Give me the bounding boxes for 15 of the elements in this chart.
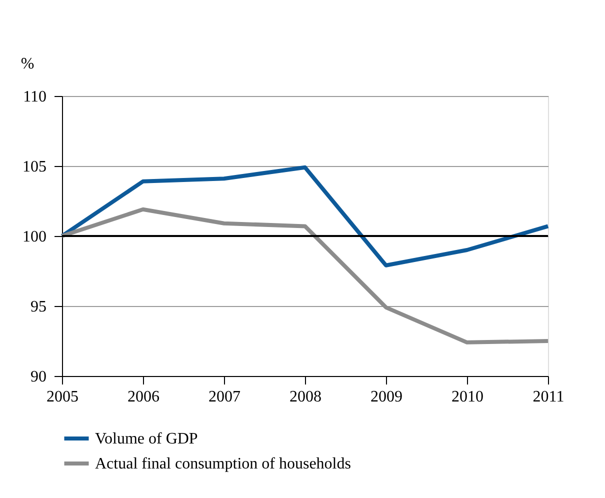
y-tick-label: 90 — [30, 368, 46, 386]
x-tick-label: 2006 — [128, 388, 160, 406]
x-tick-label: 2005 — [46, 388, 78, 406]
y-axis-title: % — [20, 56, 34, 72]
x-tick-label: 2008 — [290, 388, 322, 406]
legend-label: Volume of GDP — [95, 430, 198, 448]
x-tick-label: 2009 — [370, 388, 402, 406]
x-tick-label: 2010 — [452, 388, 484, 406]
y-tick-label: 110 — [23, 88, 46, 106]
legend-label: Actual final consumption of households — [95, 456, 351, 472]
y-tick-label: 105 — [22, 158, 46, 176]
y-tick-label: 95 — [30, 298, 46, 316]
x-tick-label: 2007 — [208, 388, 240, 406]
y-tick-label: 100 — [22, 228, 46, 246]
x-tick-label: 2011 — [532, 388, 564, 406]
